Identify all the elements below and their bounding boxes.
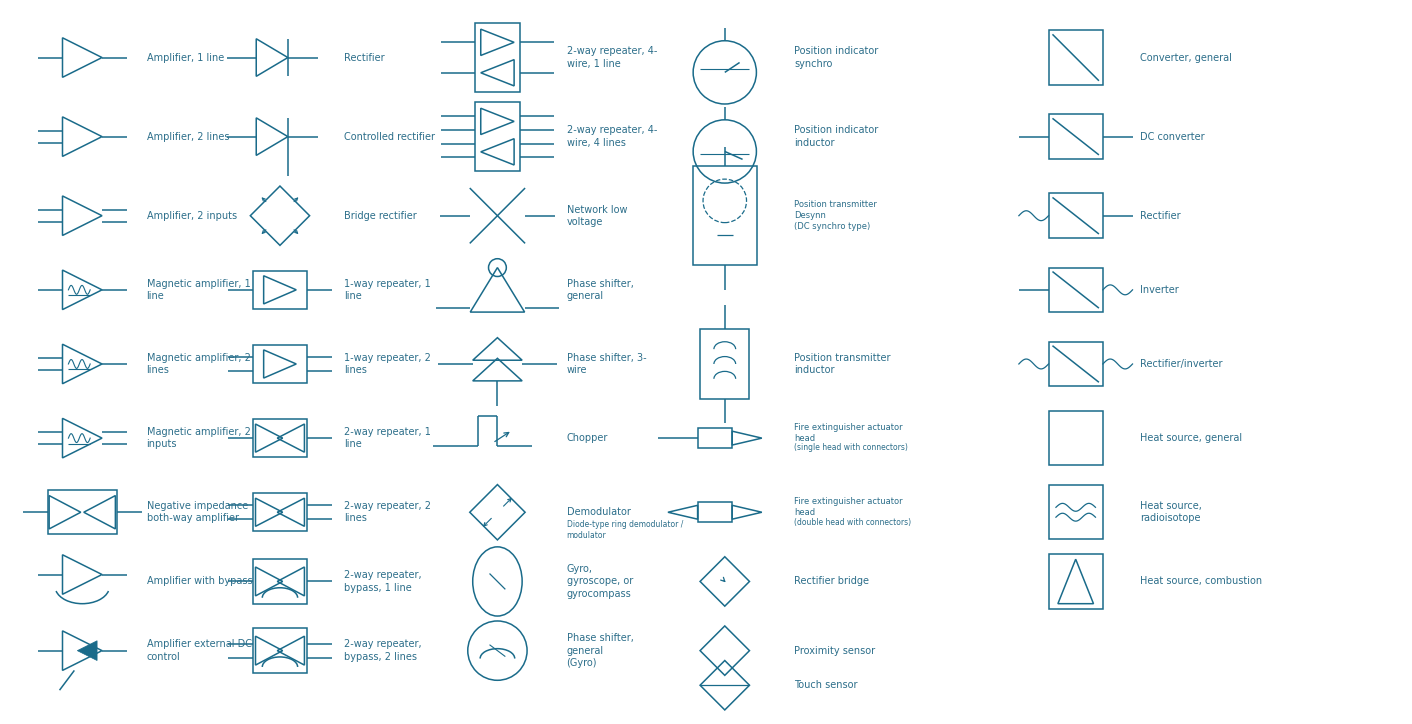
Bar <box>253 271 308 308</box>
Bar <box>1049 268 1103 312</box>
Text: 2-way repeater, 4-
wire, 4 lines: 2-way repeater, 4- wire, 4 lines <box>566 125 657 148</box>
Text: Heat source, general: Heat source, general <box>1139 433 1243 443</box>
Bar <box>476 102 520 171</box>
Text: Position transmitter
Desynn
(DC synchro type): Position transmitter Desynn (DC synchro … <box>794 200 877 231</box>
Text: Touch sensor: Touch sensor <box>794 681 857 690</box>
Text: Gyro,
gyroscope, or
gyrocompass: Gyro, gyroscope, or gyrocompass <box>566 564 633 599</box>
Text: Position transmitter
inductor: Position transmitter inductor <box>794 353 891 375</box>
Text: Fire extinguisher actuator
head: Fire extinguisher actuator head <box>794 497 902 518</box>
Bar <box>253 559 308 604</box>
Bar <box>698 428 733 448</box>
Text: Phase shifter, 3-
wire: Phase shifter, 3- wire <box>566 353 647 375</box>
Text: 2-way repeater, 2
lines: 2-way repeater, 2 lines <box>345 501 431 523</box>
Text: 2-way repeater,
bypass, 1 line: 2-way repeater, bypass, 1 line <box>345 571 422 593</box>
Text: Controlled rectifier: Controlled rectifier <box>345 132 435 142</box>
Text: Negative impedance
both-way amplifier: Negative impedance both-way amplifier <box>147 501 247 523</box>
Bar <box>253 345 308 383</box>
Bar <box>253 419 308 457</box>
Text: (single head with connectors): (single head with connectors) <box>794 444 908 452</box>
Text: Phase shifter,
general
(Gyro): Phase shifter, general (Gyro) <box>566 634 634 668</box>
Text: Proximity sensor: Proximity sensor <box>794 646 875 656</box>
Polygon shape <box>78 641 97 660</box>
Bar <box>698 502 733 522</box>
Text: Magnetic amplifier, 2
inputs: Magnetic amplifier, 2 inputs <box>147 427 250 450</box>
Text: Amplifier external DC
control: Amplifier external DC control <box>147 639 251 662</box>
Text: Rectifier: Rectifier <box>1139 211 1180 221</box>
Bar <box>476 23 520 92</box>
Text: Inverter: Inverter <box>1139 285 1179 295</box>
Text: Phase shifter,
general: Phase shifter, general <box>566 279 634 301</box>
Bar <box>1049 555 1103 609</box>
Text: Converter, general: Converter, general <box>1139 53 1231 62</box>
Text: Magnetic amplifier, 1
line: Magnetic amplifier, 1 line <box>147 279 250 301</box>
Bar <box>1049 342 1103 386</box>
Bar <box>700 329 750 399</box>
Text: Amplifier, 2 inputs: Amplifier, 2 inputs <box>147 211 237 221</box>
Bar <box>253 494 308 531</box>
Text: Amplifier, 1 line: Amplifier, 1 line <box>147 53 223 62</box>
Bar <box>1049 193 1103 238</box>
Text: Network low
voltage: Network low voltage <box>566 204 627 227</box>
Text: 1-way repeater, 1
line: 1-way repeater, 1 line <box>345 279 431 301</box>
Text: Amplifier with bypass: Amplifier with bypass <box>147 576 253 586</box>
Text: 2-way repeater,
bypass, 2 lines: 2-way repeater, bypass, 2 lines <box>345 639 422 662</box>
Bar <box>1049 411 1103 466</box>
Text: Chopper: Chopper <box>566 433 609 443</box>
Text: Bridge rectifier: Bridge rectifier <box>345 211 417 221</box>
Text: 1-way repeater, 2
lines: 1-way repeater, 2 lines <box>345 353 431 375</box>
Text: Heat source,
radioisotope: Heat source, radioisotope <box>1139 501 1202 523</box>
Bar <box>693 167 757 265</box>
Text: Rectifier: Rectifier <box>345 53 385 62</box>
Text: Diode-type ring demodulator /
modulator: Diode-type ring demodulator / modulator <box>566 520 683 540</box>
Text: Rectifier/inverter: Rectifier/inverter <box>1139 359 1223 369</box>
Text: Magnetic amplifier, 2
lines: Magnetic amplifier, 2 lines <box>147 353 250 375</box>
Text: Demodulator: Demodulator <box>566 508 631 517</box>
Text: Fire extinguisher actuator
head: Fire extinguisher actuator head <box>794 423 902 443</box>
Bar <box>48 490 117 534</box>
Bar <box>1049 485 1103 539</box>
Text: (double head with connectors): (double head with connectors) <box>794 518 911 526</box>
Text: 2-way repeater, 1
line: 2-way repeater, 1 line <box>345 427 431 450</box>
Bar <box>1049 30 1103 85</box>
Text: Rectifier bridge: Rectifier bridge <box>794 576 868 586</box>
Text: Amplifier, 2 lines: Amplifier, 2 lines <box>147 132 229 142</box>
Text: Position indicator
synchro: Position indicator synchro <box>794 46 878 69</box>
Bar <box>1049 114 1103 159</box>
Text: 2-way repeater, 4-
wire, 1 line: 2-way repeater, 4- wire, 1 line <box>566 46 657 69</box>
Bar <box>253 628 308 673</box>
Text: Position indicator
inductor: Position indicator inductor <box>794 125 878 148</box>
Text: DC converter: DC converter <box>1139 132 1204 142</box>
Text: Heat source, combustion: Heat source, combustion <box>1139 576 1262 586</box>
